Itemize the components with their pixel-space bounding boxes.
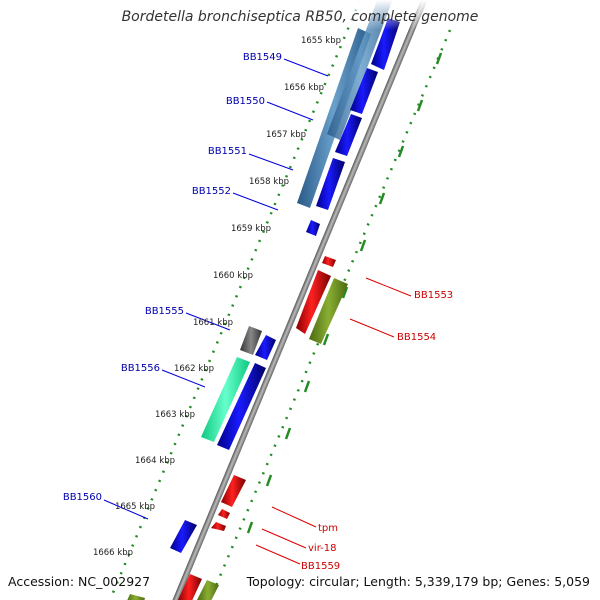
tick-dash [265,474,273,487]
scale-tick-label: 1656 kbp [284,83,324,93]
tick-dash [416,99,424,112]
gene-label-bb1555[interactable]: BB1555 [145,306,184,317]
scale-tick-label: 1663 kbp [155,410,195,420]
cds-steelblue-bar [327,0,393,140]
gene-small-red [322,256,336,267]
genes-label: Genes: 5,059 [506,574,590,589]
leader-bb1549 [283,58,329,77]
tick-dash [246,521,254,534]
scale-tick-label: 1666 kbp [93,548,133,558]
tick-dash [359,239,367,252]
tick-dash [303,380,311,393]
gene-bb1549-arrow [371,18,400,70]
gene-label-bb1559[interactable]: BB1559 [301,561,340,572]
genome-summary: Topology: circular; Length: 5,339,179 bp… [247,574,590,589]
gene-label-bb1550[interactable]: BB1550 [226,96,265,107]
scale-tick-label: 1662 kbp [174,364,214,374]
leader-bb1556 [161,369,206,388]
leader-bb1559 [255,544,301,565]
tick-dash [378,192,386,205]
tick-dash [341,286,349,299]
gene-vir18-arrow [211,522,226,531]
gene-label-bb1560[interactable]: BB1560 [63,492,102,503]
gene-bb1551-arrow [335,114,362,156]
leader-bb1552 [232,192,279,211]
leader-bb1553 [365,277,412,297]
cds-aqua-bar [201,357,250,442]
gene-bb1553-arrow [296,270,331,334]
leader-bb1560 [103,499,149,520]
tick-dash [284,427,292,440]
gene-label-tpm[interactable]: tpm [318,523,338,534]
gene-label-bb1549[interactable]: BB1549 [243,52,282,63]
topology-label: Topology: circular; [246,574,360,589]
tick-dash [435,52,443,65]
genome-backbone [167,0,433,600]
leader-bb1554 [349,318,395,338]
gene-label-bb1556[interactable]: BB1556 [121,363,160,374]
cds-olive-left [127,594,145,600]
cds-olive-bottom [197,580,219,600]
leader-bb1551 [248,153,294,171]
gene-bb1560-arrow [170,520,197,553]
cds-gray-bar [240,326,262,355]
length-label: Length: 5,339,179 bp; [363,574,503,589]
tick-dash [397,145,405,158]
left-tick-dots [108,0,362,600]
scale-tick-label: 1657 kbp [266,130,306,140]
gene-bb1552-arrow [316,158,345,210]
gene-small-blue [306,220,320,236]
gene-red-mid [221,475,246,507]
scale-tick-label: 1665 kbp [115,502,155,512]
gene-label-vir18[interactable]: vir-18 [308,543,337,554]
leader-bb1550 [266,101,314,121]
gene-tpm-arrow [218,509,230,519]
scale-tick-label: 1660 kbp [213,271,253,281]
cds-olive-bar [309,278,348,344]
gene-bb1556-arrow [217,363,266,450]
scale-tick-label: 1661 kbp [193,318,233,328]
scale-tick-label: 1658 kbp [249,177,289,187]
title-fade [0,0,600,30]
gene-bb1550-arrow [350,68,378,114]
gene-label-bb1553[interactable]: BB1553 [414,290,453,301]
map-title: Bordetella bronchiseptica RB50, complete… [121,9,479,25]
leader-vir18 [261,528,307,549]
scale-tick-label: 1659 kbp [231,224,271,234]
gene-bb1555-arrow [255,335,276,360]
gene-label-bb1552[interactable]: BB1552 [192,186,231,197]
scale-tick-label: 1655 kbp [301,36,341,46]
accession-label: Accession: NC_002927 [8,574,151,589]
tick-dash [322,333,330,346]
gene-bb1559-bottom [178,574,202,600]
scale-tick-label: 1664 kbp [135,456,175,466]
leader-tpm [271,506,317,528]
leader-bb1555 [185,312,231,331]
gene-label-bb1554[interactable]: BB1554 [397,332,436,343]
gene-label-bb1551[interactable]: BB1551 [208,146,247,157]
